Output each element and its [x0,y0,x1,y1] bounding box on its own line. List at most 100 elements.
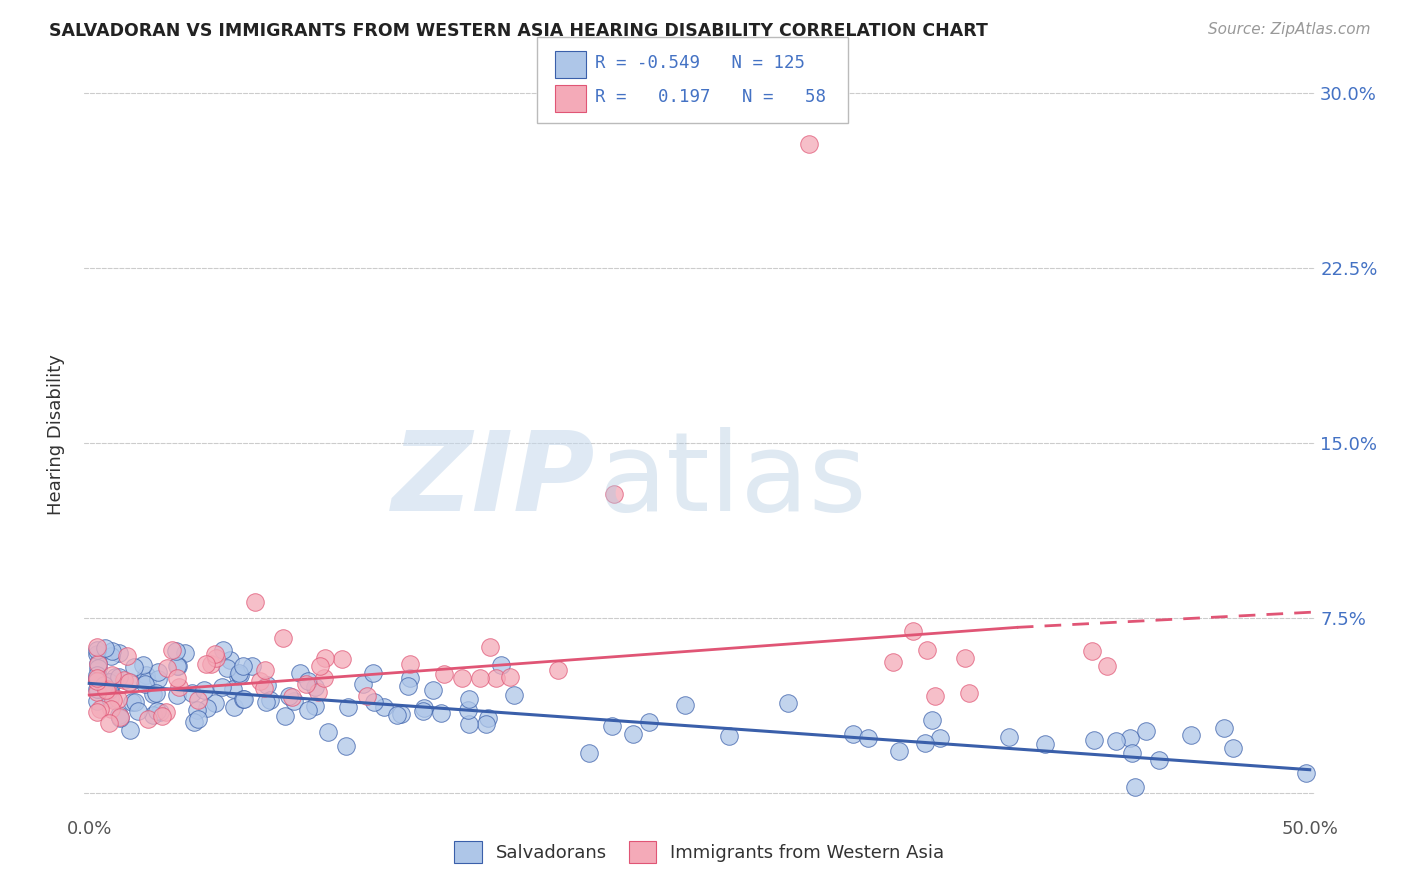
Point [101,644,124,658]
Point [603,487,626,501]
Point [165,643,187,657]
Point [330,652,353,666]
Point [100,702,122,716]
Point [470,671,492,685]
Point [96,681,118,696]
Point [181,685,204,699]
Point [118,723,141,737]
Point [385,707,408,722]
Point [204,696,226,710]
Point [361,666,384,681]
Point [451,671,474,685]
Point [87,656,110,670]
Point [86,682,108,697]
Point [132,657,155,672]
Point [295,677,318,691]
Point [412,704,434,718]
Point [475,717,498,731]
Point [173,646,195,660]
Point [150,708,173,723]
Point [458,717,481,731]
Point [271,631,294,645]
Point [86,647,108,661]
Point [318,725,340,739]
Point [363,695,385,709]
Point [336,700,359,714]
Point [86,640,108,655]
Point [160,642,183,657]
Point [1033,737,1056,751]
Point [1081,644,1104,658]
Point [228,666,250,681]
Point [136,712,159,726]
Legend: Salvadorans, Immigrants from Western Asia: Salvadorans, Immigrants from Western Asi… [447,834,952,871]
Point [97,674,120,689]
Point [219,653,242,667]
Point [103,674,125,689]
Point [929,731,952,746]
Point [186,712,208,726]
Point [278,689,301,703]
Point [776,696,799,710]
Point [256,695,278,709]
Point [228,668,250,682]
Point [297,673,319,688]
Point [489,658,512,673]
Point [314,650,336,665]
Point [422,683,444,698]
Text: ZIP: ZIP [391,426,595,533]
Point [430,706,453,721]
Point [957,686,980,700]
Point [924,690,946,704]
Point [998,730,1021,744]
Point [413,701,436,715]
Point [1135,723,1157,738]
Point [228,669,250,683]
Point [86,671,108,685]
Point [211,680,233,694]
Point [304,698,326,713]
Point [86,668,108,682]
Point [145,686,167,700]
Point [578,746,600,760]
Point [841,727,863,741]
Point [1123,780,1146,795]
Point [290,665,312,680]
Point [1222,741,1244,756]
Point [547,663,569,677]
Point [638,714,661,729]
Point [87,657,110,671]
Point [717,730,740,744]
Point [118,675,141,690]
Point [86,681,108,696]
Text: atlas: atlas [599,426,868,533]
Point [477,711,499,725]
Point [142,708,165,723]
Point [91,675,114,690]
Point [194,657,217,671]
Point [112,673,135,687]
Point [1295,766,1317,780]
Point [195,700,218,714]
Point [221,682,243,697]
Point [1147,754,1170,768]
Point [86,694,108,708]
Point [914,736,936,750]
Y-axis label: Hearing Disability: Hearing Disability [46,354,65,516]
Point [204,647,226,661]
Point [86,671,108,685]
Point [156,661,179,675]
Point [259,692,281,706]
Point [600,719,623,733]
Point [433,667,456,681]
Point [212,643,235,657]
Point [115,649,138,664]
Point [256,678,278,692]
Point [297,703,319,717]
Point [621,727,644,741]
Point [166,688,188,702]
Point [856,731,879,745]
Point [1119,731,1142,745]
Point [232,692,254,706]
Point [1083,733,1105,747]
